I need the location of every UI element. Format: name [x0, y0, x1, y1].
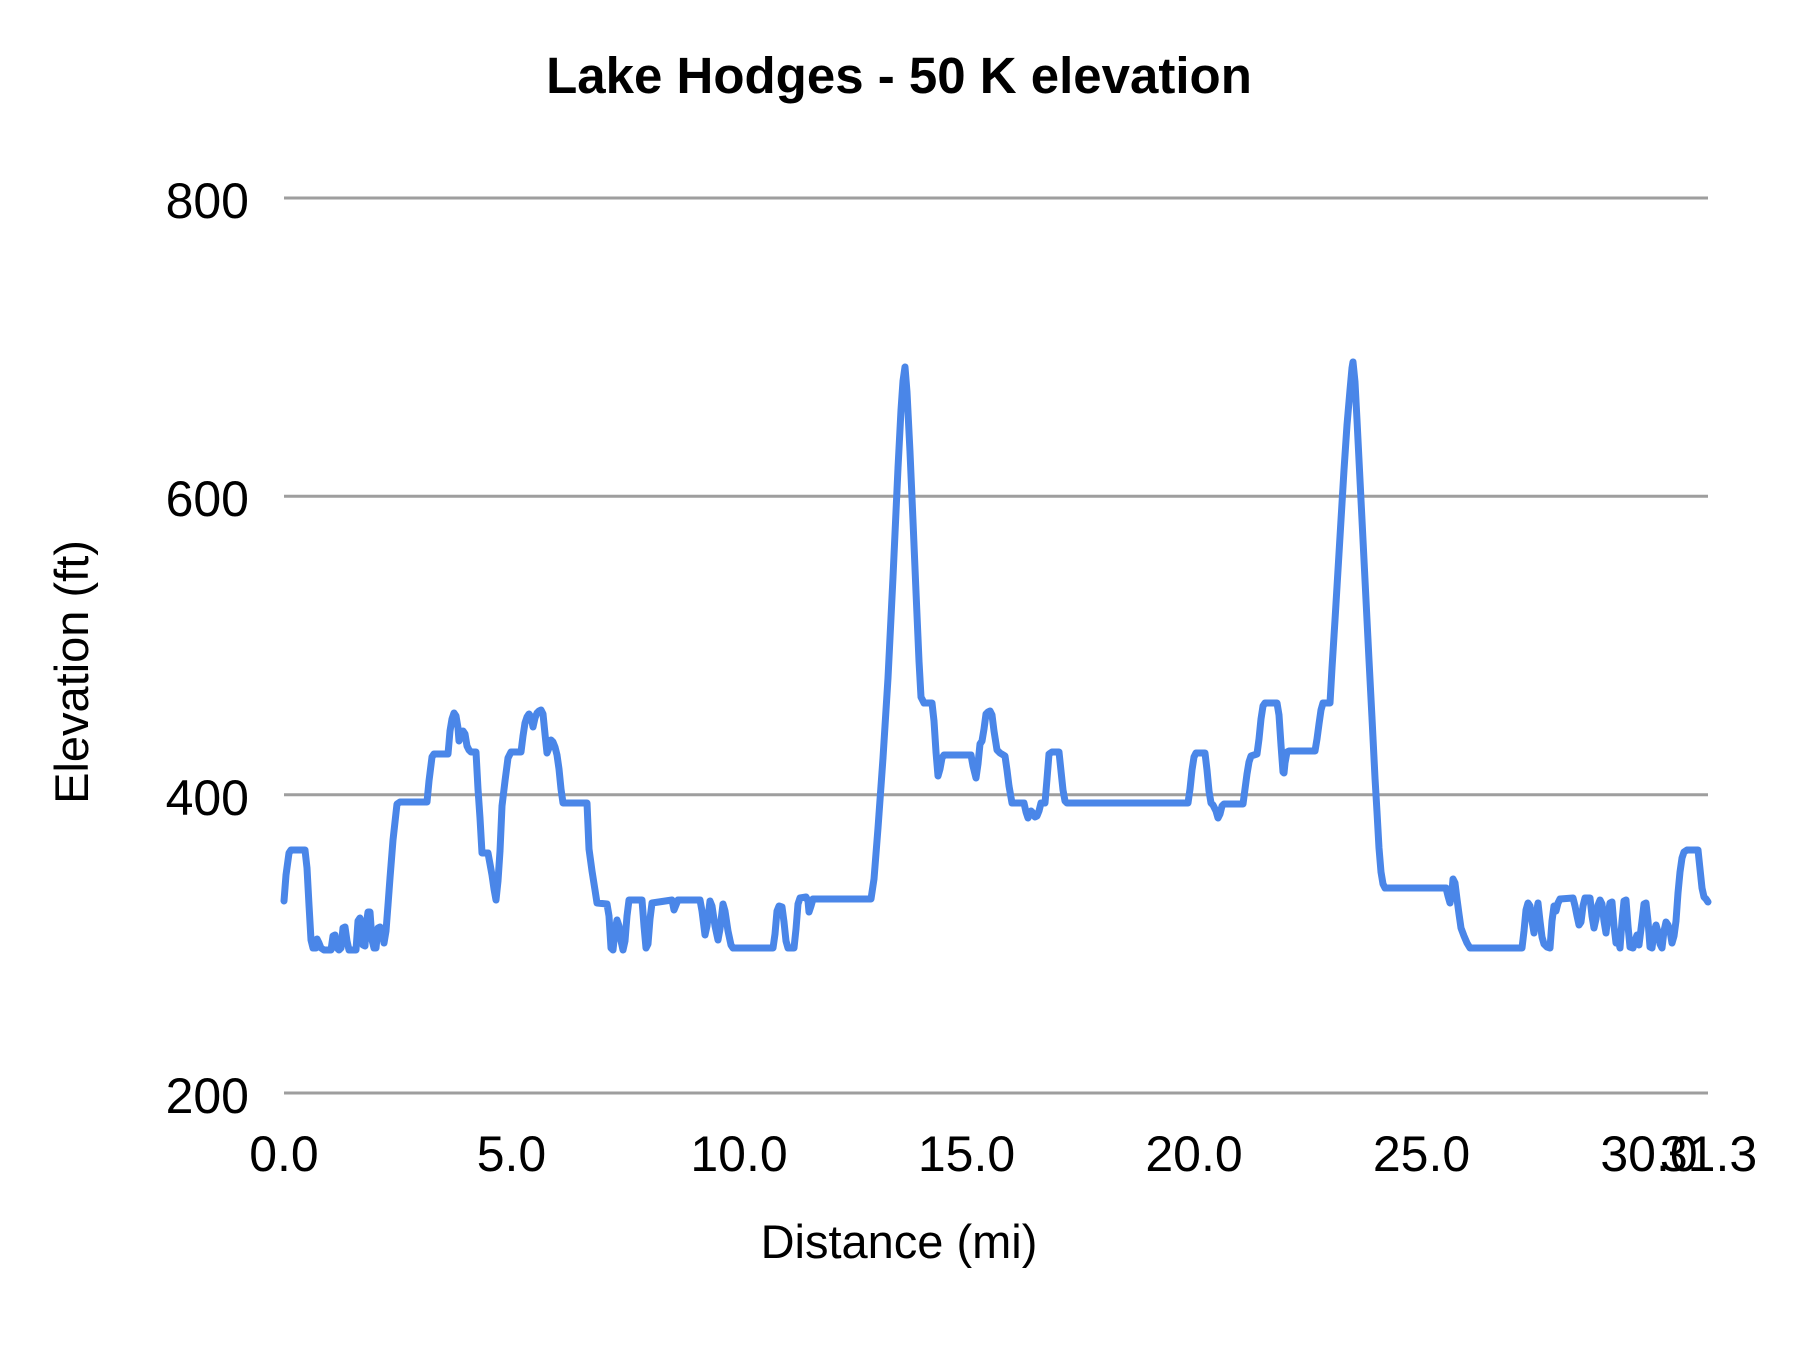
svg-text:800: 800	[166, 173, 249, 229]
svg-text:0.0: 0.0	[249, 1126, 319, 1182]
svg-text:Distance (mi): Distance (mi)	[761, 1215, 1038, 1268]
svg-text:200: 200	[166, 1068, 249, 1124]
svg-text:600: 600	[166, 471, 249, 527]
svg-text:Elevation (ft): Elevation (ft)	[45, 540, 98, 804]
svg-text:30.0: 30.0	[1600, 1126, 1697, 1182]
svg-text:10.0: 10.0	[690, 1126, 787, 1182]
svg-text:15.0: 15.0	[918, 1126, 1015, 1182]
svg-text:5.0: 5.0	[477, 1126, 547, 1182]
svg-text:Lake Hodges - 50 K elevation: Lake Hodges - 50 K elevation	[546, 47, 1252, 104]
svg-text:20.0: 20.0	[1145, 1126, 1242, 1182]
svg-text:31.3: 31.3	[1660, 1126, 1757, 1182]
svg-text:400: 400	[166, 770, 249, 826]
svg-text:25.0: 25.0	[1373, 1126, 1470, 1182]
